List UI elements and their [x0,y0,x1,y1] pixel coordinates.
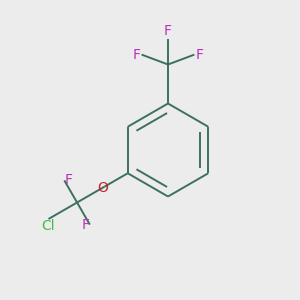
Text: F: F [82,218,90,232]
Text: F: F [195,48,203,62]
Text: F: F [164,24,172,38]
Text: F: F [64,173,72,188]
Text: O: O [98,181,109,194]
Text: Cl: Cl [42,219,55,233]
Text: F: F [133,48,141,62]
